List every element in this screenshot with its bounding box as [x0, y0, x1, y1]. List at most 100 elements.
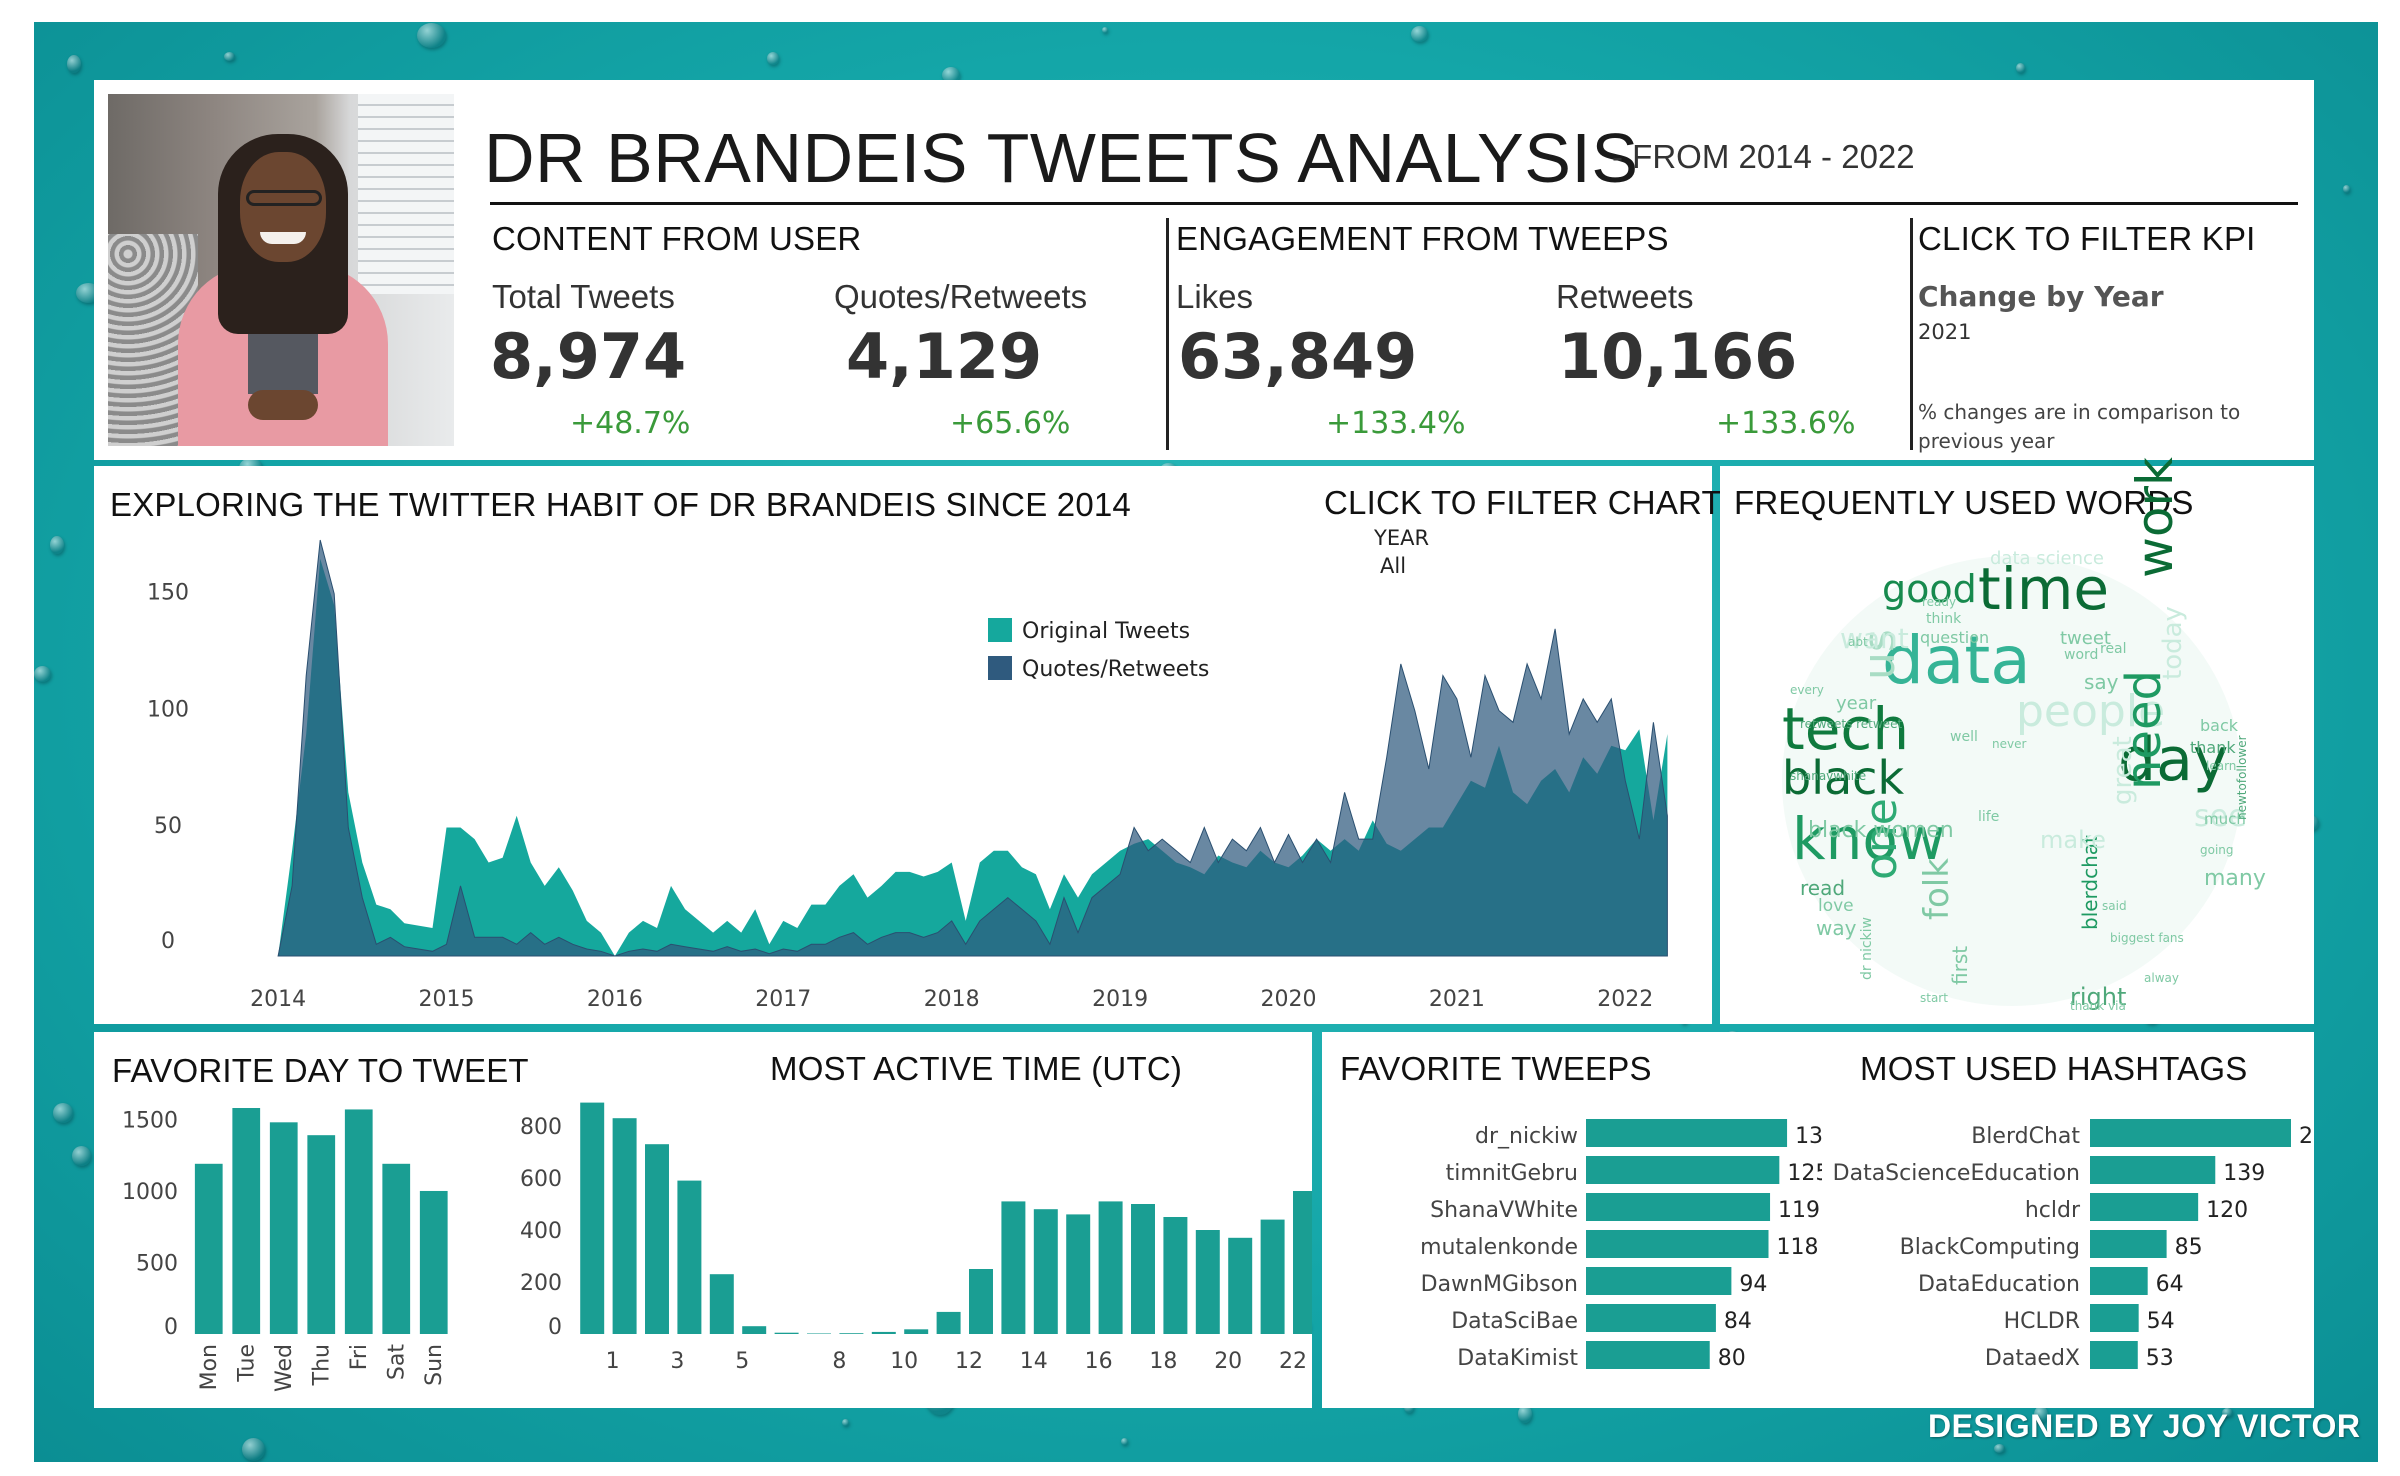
- water-drop: [842, 1419, 849, 1426]
- quotes-retweets-change: +65.6%: [950, 406, 1071, 441]
- habit-area-chart: 0 50 100 150 2014 2015 2016 2017 2018 2019 2020 20…: [147, 539, 1668, 1012]
- y-tick-label: 500: [136, 1251, 178, 1276]
- bar: [2090, 1156, 2216, 1184]
- x-tick-label: 2019: [1092, 987, 1148, 1012]
- bar-value-label: 80: [1718, 1346, 1746, 1371]
- bar-value-label: 119: [1778, 1198, 1820, 1223]
- x-tick-label: Sat: [384, 1344, 409, 1380]
- cloud-word: ready: [1922, 595, 1957, 609]
- filter-kpi-year-select[interactable]: 2021: [1918, 320, 1972, 344]
- bar: [774, 1332, 799, 1334]
- y-tick-label: 150: [147, 580, 189, 605]
- bar: [419, 1190, 448, 1334]
- bar: [1195, 1230, 1220, 1334]
- cloud-word: way: [1816, 916, 1857, 940]
- total-tweets-value: 8,974: [490, 320, 687, 393]
- x-tick-label: 2017: [755, 987, 811, 1012]
- bar-value-label: 139: [2223, 1161, 2265, 1186]
- bar: [1260, 1219, 1285, 1334]
- bar: [232, 1108, 261, 1334]
- cloud-word: work: [2126, 457, 2184, 578]
- bar: [1098, 1201, 1123, 1334]
- kpi-divider-1: [1166, 218, 1169, 450]
- bar: [871, 1331, 896, 1334]
- cloud-word: retweets retweet: [1800, 717, 1903, 731]
- cloud-word: want: [1840, 622, 1909, 655]
- y-tick-label: 800: [520, 1115, 562, 1140]
- bar: [1586, 1193, 1771, 1221]
- cloud-word: great: [2108, 736, 2138, 805]
- quotes-retweets-area: [277, 539, 1668, 957]
- bar: [1586, 1341, 1710, 1369]
- total-tweets-label: Total Tweets: [492, 278, 675, 315]
- cloud-word: people: [2016, 686, 2166, 737]
- cloud-word: thank: [2190, 738, 2236, 757]
- bar: [2090, 1119, 2291, 1147]
- cloud-word: shanavwhite: [1790, 769, 1867, 783]
- legend-label: Original Tweets: [1022, 619, 1190, 644]
- bar-category-label: HCLDR: [2004, 1309, 2080, 1334]
- bar-value-label: 85: [2175, 1235, 2203, 1260]
- bar: [904, 1329, 929, 1334]
- cloud-word: never: [1992, 737, 2027, 751]
- water-drop: [2343, 185, 2350, 193]
- bar: [1131, 1204, 1155, 1334]
- water-drop: [2222, 1408, 2233, 1417]
- water-drop: [1994, 1444, 2005, 1453]
- cloud-word: day: [2118, 725, 2229, 795]
- cloud-word: dr nickiw: [1859, 917, 1875, 980]
- y-tick-label: 50: [154, 814, 182, 839]
- water-drop: [2034, 1406, 2048, 1423]
- water-drop: [67, 55, 81, 73]
- bar-value-label: 84: [1724, 1309, 1752, 1334]
- y-tick-label: 0: [164, 1315, 178, 1340]
- water-drop: [2016, 63, 2025, 73]
- cloud-word: folk: [1917, 858, 1957, 920]
- x-tick-label: 2016: [587, 987, 643, 1012]
- cloud-word: much: [2204, 810, 2246, 828]
- cloud-word: today: [2158, 606, 2188, 680]
- bar: [1586, 1119, 1788, 1147]
- weekday-chart-title: FAVORITE DAY TO TWEET: [112, 1052, 529, 1089]
- water-drop: [1411, 26, 1428, 42]
- hour-chart-title: MOST ACTIVE TIME (UTC): [770, 1050, 1183, 1087]
- x-tick-label: Mon: [197, 1344, 222, 1390]
- cloud-word: tech: [1782, 695, 1910, 763]
- x-tick-label: 18: [1149, 1349, 1177, 1374]
- bar-category-label: DataedX: [1985, 1346, 2080, 1371]
- total-tweets-change: +48.7%: [570, 406, 691, 441]
- kpi-divider-2: [1910, 218, 1913, 450]
- word-cloud-backdrop: [1782, 556, 2242, 1006]
- words-panel: [1720, 466, 2314, 1024]
- bar: [645, 1144, 669, 1334]
- cloud-word: question: [1920, 628, 1990, 647]
- bar: [194, 1163, 223, 1334]
- header-panel: [94, 80, 2314, 460]
- water-drop: [242, 1438, 265, 1461]
- water-drop: [1102, 27, 1108, 33]
- x-tick-label: 1: [606, 1349, 620, 1374]
- cloud-word: data: [1882, 622, 2031, 699]
- bar: [969, 1269, 993, 1334]
- bar: [1293, 1191, 1312, 1334]
- cloud-word: good: [1882, 567, 1977, 611]
- water-drop: [53, 1103, 73, 1123]
- bar: [1066, 1214, 1091, 1334]
- bar-category-label: mutalenkonde: [1420, 1235, 1578, 1260]
- cloud-word: newtofollower: [2235, 735, 2249, 820]
- retweets-change: +133.6%: [1716, 406, 1856, 441]
- bar-category-label: BlerdChat: [1971, 1124, 2080, 1149]
- bar: [709, 1274, 734, 1334]
- bar-value-label: 120: [2206, 1198, 2248, 1223]
- cloud-word: every: [1790, 683, 1824, 697]
- cloud-word: say: [2084, 670, 2119, 694]
- bar: [580, 1102, 605, 1334]
- bar: [1001, 1201, 1026, 1334]
- filter-charts-year-select[interactable]: All: [1380, 554, 1407, 578]
- bar-value-label: 223: [2299, 1124, 2314, 1149]
- bar-category-label: DataKimist: [1457, 1346, 1578, 1371]
- cloud-word: black: [1782, 751, 1905, 805]
- page-title: DR BRANDEIS TWEETS ANALYSIS: [484, 119, 1639, 197]
- y-tick-label: 200: [520, 1271, 562, 1296]
- x-tick-label: 2014: [250, 987, 306, 1012]
